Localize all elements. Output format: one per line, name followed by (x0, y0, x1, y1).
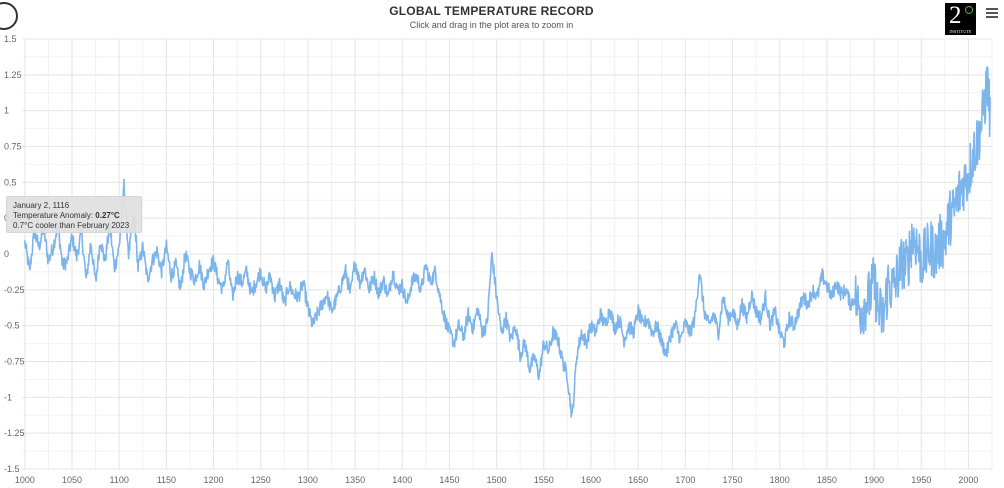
x-tick-label: 1900 (864, 475, 884, 485)
clock-icon[interactable] (0, 2, 18, 30)
x-tick-label: 1000 (15, 475, 35, 485)
x-tick-label: 1250 (251, 475, 271, 485)
chart-subtitle: Click and drag in the plot area to zoom … (409, 20, 574, 30)
x-tick-label: 1300 (298, 475, 318, 485)
x-tick-label: 1100 (110, 475, 129, 485)
x-tick-label: 1350 (345, 475, 365, 485)
x-tick-label: 1200 (204, 475, 224, 485)
y-tick-label: -1.5 (4, 464, 20, 474)
x-axis-labels: 1000 1050 1100 1150 1200 1250 1300 1350 1400 1450… (15, 475, 979, 485)
x-tick-label: 1050 (62, 475, 82, 485)
y-tick-label: -0.75 (4, 357, 25, 367)
institute-logo: 2 INSTITUTE (945, 3, 976, 35)
x-tick-label: 1850 (817, 475, 837, 485)
y-tick-label: 0.75 (4, 142, 22, 152)
y-tick-label: 1.25 (4, 70, 22, 80)
degree-circle-icon (965, 6, 973, 14)
x-tick-label: 1550 (534, 475, 554, 485)
tooltip-comparison: 0.7°C cooler than February 2023 (13, 221, 130, 230)
tooltip-value: 0.27°C (95, 211, 120, 220)
x-tick-label: 1400 (392, 475, 412, 485)
tooltip-anomaly-row: Temperature Anomaly: 0.27°C (13, 211, 141, 221)
tooltip-date: January 2, 1116 (13, 201, 70, 210)
data-tooltip: January 2, 1116 Temperature Anomaly: 0.2… (6, 196, 142, 233)
y-tick-label: 0.5 (4, 177, 17, 187)
logo-number: 2 (949, 2, 962, 29)
x-tick-label: 1750 (722, 475, 742, 485)
series-group (24, 66, 991, 418)
x-tick-label: 1450 (439, 475, 459, 485)
y-axis-labels: -1.5-1.25-1-0.75-0.5-0.2500.250.50.7511.… (4, 34, 25, 474)
y-tick-label: -0.5 (4, 321, 20, 331)
y-tick-label: 0 (4, 249, 9, 259)
x-tick-label: 1150 (157, 475, 176, 485)
y-tick-label: -0.25 (4, 285, 25, 295)
y-tick-label: 1.5 (4, 34, 17, 44)
tooltip-label: Temperature Anomaly: (13, 211, 96, 220)
y-tick-label: -1 (4, 392, 12, 402)
y-tick-label: 1 (4, 106, 9, 116)
x-tick-label: 1800 (770, 475, 790, 485)
x-tick-label: 2000 (958, 475, 978, 485)
chart-title: GLOBAL TEMPERATURE RECORD (389, 4, 594, 18)
y-tick-label: -1.25 (4, 428, 25, 438)
x-tick-label: 1700 (675, 475, 695, 485)
x-tick-label: 1650 (628, 475, 648, 485)
x-tick-label: 1950 (911, 475, 931, 485)
hamburger-menu-icon[interactable] (986, 8, 998, 20)
logo-word: INSTITUTE (949, 29, 972, 34)
temperature-series-line[interactable] (24, 66, 991, 418)
x-tick-label: 1600 (581, 475, 601, 485)
x-tick-label: 1500 (487, 475, 507, 485)
